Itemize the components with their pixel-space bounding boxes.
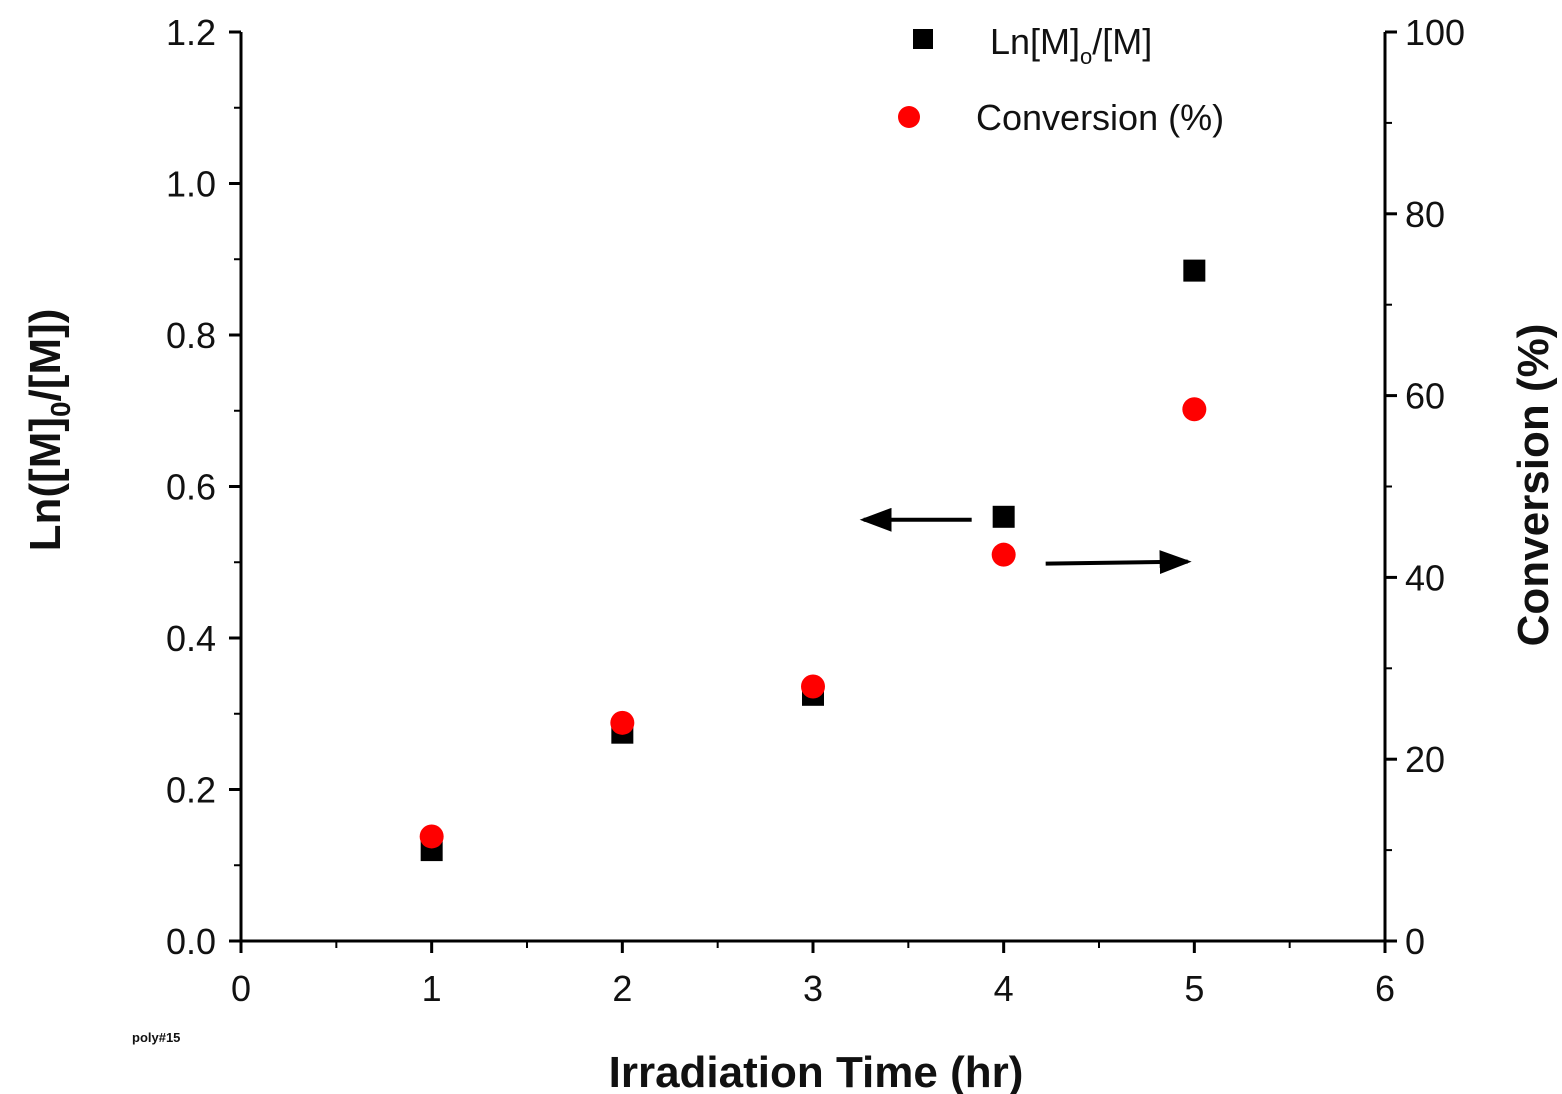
- x-tick-label: 3: [803, 968, 823, 1009]
- right-y-axis-title: Conversion (%): [1509, 324, 1558, 647]
- conversion-point: [801, 674, 825, 699]
- x-tick-label: 0: [231, 968, 251, 1009]
- left-y-tick-label: 1.2: [166, 12, 216, 53]
- right-y-tick-label: 100: [1405, 12, 1465, 53]
- x-tick-label: 1: [422, 968, 442, 1009]
- left-y-title-sub: 0: [45, 401, 76, 417]
- left-y-tick-label: 0.2: [166, 770, 216, 811]
- axes: [239, 32, 1387, 943]
- legend-marker-circle: [898, 106, 920, 128]
- x-tick-label: 2: [612, 968, 632, 1009]
- arrow-to-right-axis: [1045, 550, 1192, 575]
- left-y-tick-label: 0.6: [166, 467, 216, 508]
- conversion-point: [419, 824, 444, 849]
- left-y-tick-label: 0.8: [166, 315, 216, 356]
- x-tick-label: 6: [1375, 968, 1395, 1009]
- x-axis-title: Irradiation Time (hr): [609, 1048, 1024, 1094]
- x-tick-label: 5: [1184, 968, 1204, 1009]
- x-tick-label: 4: [994, 968, 1014, 1009]
- left-y-tick-label: 0.0: [166, 921, 216, 962]
- left-y-tick-label: 0.4: [166, 618, 216, 659]
- ticks: 0 1 2 3 4 5 6 0.0 0.2 0.4 0.6 0.8 1.0 1.2 0 20 40 60 80 100: [166, 12, 1465, 1009]
- legend-label-conversion: Conversion (%): [976, 97, 1224, 138]
- left-y-tick-label: 1.0: [166, 164, 216, 205]
- footnote-label: poly#15: [132, 1030, 180, 1045]
- right-y-tick-label: 40: [1405, 557, 1445, 598]
- right-y-tick-label: 20: [1405, 739, 1445, 780]
- legend-marker-square: [913, 29, 933, 49]
- left-y-axis-title: Ln([M]0/[M]): [21, 309, 76, 552]
- ln-ratio-point: [992, 505, 1015, 528]
- legend-label-ln: Ln[M]o/[M]: [990, 21, 1152, 69]
- conversion-point: [1182, 397, 1207, 422]
- conversion-point: [991, 542, 1016, 567]
- left-y-title-tail: /[M]): [21, 309, 70, 402]
- legend-label-ln-sub: o: [1080, 44, 1092, 69]
- ln-ratio-point: [1183, 259, 1206, 282]
- conversion-point: [610, 710, 635, 735]
- legend: Ln[M]o/[M] Conversion (%): [898, 21, 1224, 138]
- legend-label-ln-tail: /[M]: [1092, 21, 1152, 62]
- right-y-tick-label: 60: [1405, 376, 1445, 417]
- annotation-arrows: [859, 507, 1192, 575]
- left-y-title-main: Ln([M]: [21, 417, 70, 551]
- right-y-tick-label: 80: [1405, 194, 1445, 235]
- legend-label-ln-main: Ln[M]: [990, 21, 1080, 62]
- data-marks: [419, 259, 1207, 862]
- right-y-tick-label: 0: [1405, 921, 1425, 962]
